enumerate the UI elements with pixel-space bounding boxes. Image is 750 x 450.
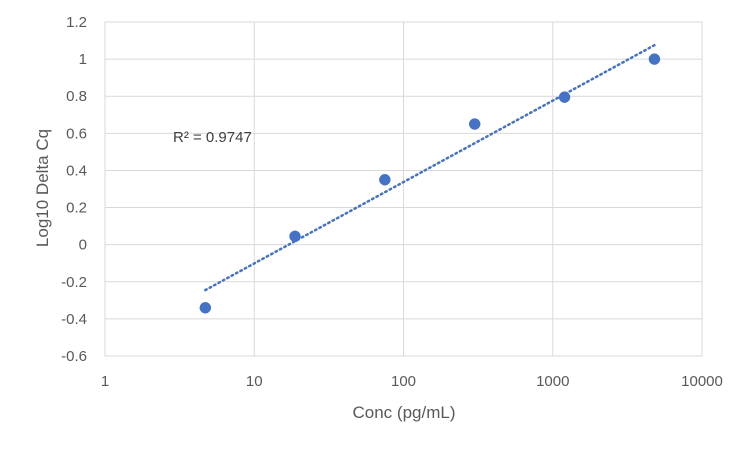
data-point bbox=[379, 173, 391, 186]
plot-area-border bbox=[104, 21, 703, 357]
data-point bbox=[648, 53, 661, 65]
x-tick-label: 1 bbox=[101, 373, 109, 390]
data-point bbox=[468, 118, 481, 130]
gridlines bbox=[104, 21, 703, 357]
y-tick-label: 1.2 bbox=[66, 14, 87, 31]
y-tick-label: 0 bbox=[79, 237, 87, 254]
y-tick-label: -0.4 bbox=[61, 311, 87, 328]
trendline bbox=[204, 43, 656, 292]
y-tick-label: -0.6 bbox=[61, 348, 87, 365]
x-tick-label: 10000 bbox=[681, 373, 723, 390]
y-tick-label: 0.8 bbox=[66, 88, 87, 105]
y-tick-label: -0.2 bbox=[61, 274, 87, 291]
y-axis-title: Log10 Delta Cq bbox=[33, 129, 52, 247]
axes bbox=[104, 21, 703, 357]
data-point bbox=[289, 230, 301, 243]
tick-labels: -0.6 -0.4 -0.2 0 0.2 0.4 0.6 0.8 1 1.2 1 10 100 1000 1… bbox=[61, 14, 723, 390]
trendline-layer bbox=[204, 43, 656, 292]
data-points bbox=[199, 53, 661, 314]
x-axis-title: Conc (pg/mL) bbox=[353, 403, 456, 422]
x-tick-label: 10 bbox=[246, 373, 263, 390]
y-tick-label: 0.6 bbox=[66, 125, 87, 142]
x-tick-label: 1000 bbox=[536, 373, 569, 390]
data-point bbox=[558, 91, 571, 103]
r-squared-annotation: R² = 0.9747 bbox=[173, 129, 252, 146]
data-point bbox=[199, 302, 212, 314]
y-tick-label: 1 bbox=[79, 51, 87, 68]
y-tick-label: 0.4 bbox=[66, 162, 87, 179]
y-tick-label: 0.2 bbox=[66, 200, 87, 217]
x-tick-label: 100 bbox=[391, 373, 416, 390]
